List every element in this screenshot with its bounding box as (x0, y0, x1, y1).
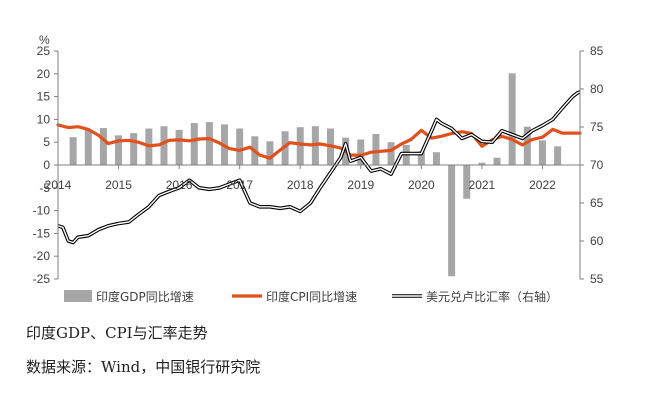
left-tick-label: -5 (39, 181, 50, 195)
legend-fx-label: 美元兑卢比汇率（右轴） (426, 289, 558, 304)
x-tick-label: 2018 (287, 178, 314, 192)
left-tick-label: -10 (33, 204, 51, 218)
gdp-bar (554, 146, 562, 165)
chart-title: 印度GDP、CPI与汇率走势 (26, 324, 208, 342)
left-tick-label: 5 (43, 135, 50, 149)
x-tick-label: 2016 (166, 178, 193, 192)
gdp-bar (84, 129, 92, 165)
left-tick-label: -25 (33, 272, 51, 286)
gdp-bar (463, 165, 471, 199)
gdp-bar (448, 165, 456, 277)
x-tick-label: 2014 (45, 178, 72, 192)
right-tick-label: 75 (590, 120, 604, 134)
x-tick-label: 2019 (347, 178, 374, 192)
x-tick-label: 2022 (529, 178, 556, 192)
gdp-bar (523, 126, 531, 165)
right-tick-label: 70 (590, 158, 604, 172)
gdp-bars (69, 73, 562, 277)
gdp-bar (387, 142, 395, 165)
data-source: 数据来源：Wind，中国银行研究院 (26, 358, 261, 376)
left-tick-label: 20 (37, 67, 51, 81)
gdp-bar (115, 135, 123, 165)
gdp-bar (175, 129, 183, 165)
left-tick-label: -15 (33, 226, 51, 240)
legend: 印度GDP同比增速 印度CPI同比增速 美元兑卢比汇率（右轴） (64, 289, 558, 304)
left-tick-label: -20 (33, 249, 51, 263)
left-tick-label: 15 (37, 90, 51, 104)
x-tick-label: 2020 (408, 178, 435, 192)
x-tick-label: 2015 (105, 178, 132, 192)
gdp-bar (538, 140, 546, 165)
fx-line-core (57, 91, 581, 244)
gdp-bar (160, 126, 168, 165)
right-tick-label: 60 (590, 234, 604, 248)
gdp-bar (190, 123, 198, 165)
gdp-bar (493, 157, 501, 165)
gdp-bar (417, 151, 425, 165)
right-tick-label: 85 (590, 44, 604, 58)
right-tick-label: 65 (590, 196, 604, 210)
gdp-bar (99, 128, 107, 165)
left-tick-label: 25 (37, 44, 51, 58)
gdp-bar (69, 137, 77, 165)
gdp-bar (130, 133, 138, 165)
lines-layer (56, 90, 582, 245)
left-axis-unit: % (39, 33, 50, 47)
x-tick-label: 2017 (226, 178, 253, 192)
legend-gdp-swatch (64, 290, 92, 302)
legend-cpi-label: 印度CPI同比增速 (266, 289, 357, 304)
gdp-bar (372, 133, 380, 165)
axes-layer: -25 -20 -15 -10 -5 0 5 10 15 20 25 55 60 65 70 75 80 85 20… (33, 44, 604, 286)
x-tick-label: 2021 (469, 178, 496, 192)
legend-gdp-label: 印度GDP同比增速 (96, 289, 194, 304)
gdp-bar (508, 73, 516, 165)
gdp-bar (296, 127, 304, 165)
gdp-bar (266, 141, 274, 165)
fx-line (57, 90, 581, 245)
left-tick-label: 10 (37, 112, 51, 126)
gdp-bar (205, 122, 213, 165)
gdp-bar (357, 139, 365, 165)
gdp-bar (432, 152, 440, 165)
right-tick-label: 55 (590, 272, 604, 286)
gdp-bar (236, 128, 244, 165)
gdp-bar (478, 162, 486, 165)
left-tick-label: 0 (43, 158, 50, 172)
right-tick-label: 80 (590, 82, 604, 96)
chart: % -25 -20 -15 -10 -5 0 5 10 15 20 25 55 60 65 70 75 80 85… (33, 33, 604, 304)
